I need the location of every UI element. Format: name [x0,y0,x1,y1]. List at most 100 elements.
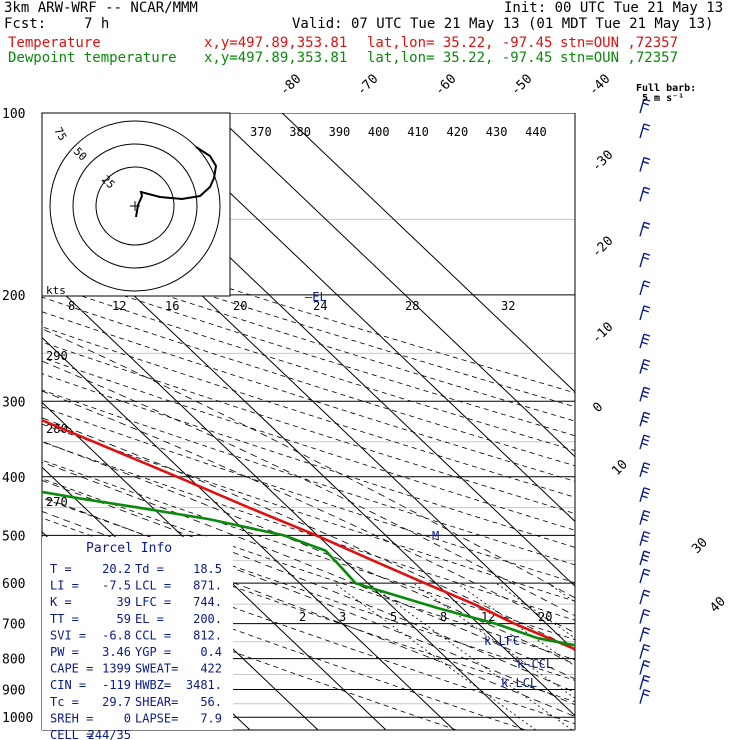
parcel-key: SHEAR= [135,695,178,709]
wind-barb-feather [643,123,651,127]
parcel-value: 1399 [102,662,131,676]
isotherm-tick-label: -10 [589,320,616,347]
wind-barb-feather [643,608,651,613]
parcel-info-title: Parcel Info [86,541,172,556]
mixing-ratio-top-label: 32 [501,299,515,313]
temperature-profile [42,418,575,651]
wind-barb-feather [642,631,650,635]
model-title: 3km ARW-WRF -- NCAR/MMM [4,0,198,16]
wind-barb-staff [639,157,645,172]
dewpoint-latlon: lat,lon= 35.22, -97.45 [367,50,553,66]
wind-barb-feather [641,341,648,345]
wind-barb-staff [639,187,645,202]
wind-barb-feather [643,358,651,363]
parcel-key: T = [50,562,72,576]
wind-barb-staff [639,689,645,704]
wind-barb-feather [641,366,648,371]
parcel-value: -7.5 [102,579,131,593]
wind-barb-feather [643,462,651,466]
wind-barb-staff [639,609,645,624]
hodograph-box [41,112,231,297]
wind-barb-staff [639,387,645,402]
wind-barb-feather [642,438,650,442]
hodograph-ring [95,166,175,246]
wind-barb-feather [643,333,651,337]
wind-barb-feather [643,530,651,535]
theta-side-label: 270 [46,495,68,509]
valid-time: Valid: 07 UTC Tue 21 May 13 (01 MDT Tue … [292,16,714,32]
isotherm-line [42,401,387,730]
wind-barb-feather [643,280,651,284]
wind-barb-staff [639,675,645,690]
parcel-value: 871. [193,579,222,593]
wind-barb-feather [642,612,650,617]
parcel-key: YGP = [135,645,171,659]
wind-barb-feather [642,491,650,495]
wind-barb-feather [643,568,651,572]
theta-label: 410 [407,125,429,139]
pressure-tick-label: 300 [2,395,25,410]
dry-adiabat [42,389,575,566]
theta-label: 430 [486,125,508,139]
parcel-key: LAPSE= [135,711,178,725]
hodograph-trace [135,146,218,218]
mixing-ratio-line [333,582,537,730]
pressure-tick-label: 800 [2,653,25,668]
wind-barb-feather [643,186,651,190]
pressure-tick-label: 400 [2,471,25,486]
wind-barb-feather [643,509,651,514]
wind-barb-feather [643,305,651,309]
wind-barb-feather [643,643,651,648]
mixing-ratio-bottom-label: 3 [339,610,346,624]
isotherm-line [42,725,47,730]
moist-adiabat [42,328,575,599]
mixing-ratio-top-label: 24 [313,299,327,313]
wind-barb-staff [639,280,645,296]
dewpoint-legend: Dewpoint temperature [8,50,177,66]
wind-barb-staff [639,253,645,268]
isotherm-tick-label: -80 [277,72,304,99]
parcel-info-background [42,537,233,730]
theta-label: 380 [289,125,311,139]
hodograph-units: kts [46,284,66,297]
theta-side-label: 290 [46,349,68,363]
parcel-value: 200. [193,612,222,626]
parcel-info-box: Parcel Info T = 20.2 Td = 18.5 LI = -7.5 LCL = 8… [42,537,233,740]
wind-barb-feather [642,534,650,539]
temperature-legend: Temperature [8,35,101,51]
temperature-xy: x,y=497.89,353.81 [204,35,348,51]
parcel-key: LCL = [135,579,171,593]
level-marker-el: —EL [305,290,327,304]
isotherm-tick-label: -70 [354,72,381,99]
isotherm-tick-label: -30 [589,148,616,175]
level-marker-lcl: k-LCL [501,676,537,690]
mixing-ratio-bottom-label: 8 [440,610,447,624]
wind-barb-feather [642,663,650,668]
wind-barb-feather [642,160,650,165]
dewpoint-xy: x,y=497.89,353.81 [204,50,348,66]
isotherm-tick-label: -60 [432,72,459,99]
parcel-key: HWBZ= [135,678,171,692]
parcel-value: 422 [200,662,222,676]
isotherm-line [145,113,575,523]
hodograph-ring [49,120,221,292]
wind-barb-feather [641,419,648,423]
wind-barbs [639,98,651,704]
mixing-ratio-top-label: 12 [112,299,126,313]
parcel-key: TT = [50,612,79,626]
wind-barb-staff [639,589,645,605]
wind-barb-staff [639,412,645,427]
wind-barb-feather [642,337,650,341]
parcel-value: -119 [102,678,131,692]
wind-barb-feather [642,513,650,518]
parcel-value: 0.4 [200,645,222,659]
moist-adiabat [42,390,575,634]
init-time: Init: 00 UTC Tue 21 May 13 [504,0,724,16]
mixing-ratio-bottom-label: 5 [390,610,397,624]
wind-barb-feather [643,252,651,256]
wind-barb-staff [639,487,645,502]
parcel-value: 812. [193,628,222,642]
wind-barb-staff [639,222,645,237]
